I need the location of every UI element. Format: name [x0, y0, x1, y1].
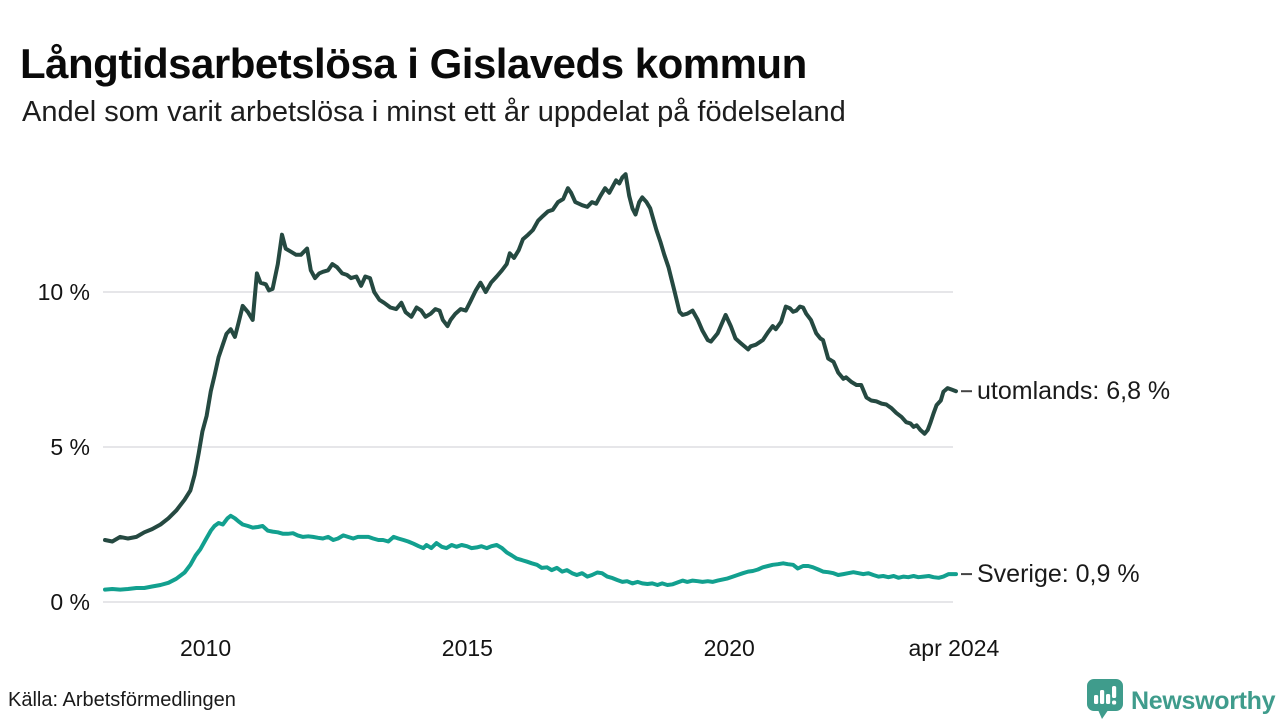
x-tick-label: 2015 [442, 635, 493, 661]
series-line-utomlands [103, 172, 958, 544]
x-tick-label: 2010 [180, 635, 231, 661]
x-tick-label: apr 2024 [908, 635, 999, 661]
chart-subtitle: Andel som varit arbetslösa i minst ett å… [22, 96, 846, 128]
y-tick-label: 5 % [50, 434, 90, 460]
series-label-utomlands: utomlands: 6,8 % [977, 377, 1171, 405]
newsworthy-bubble-chart-icon [1086, 678, 1124, 720]
y-tick-label: 0 % [50, 589, 90, 615]
newsworthy-wordmark: Newsworthy [1131, 686, 1276, 715]
series-line-sverige [103, 513, 958, 592]
series-label-sverige: Sverige: 0,9 % [977, 560, 1140, 588]
y-tick-label: 10 % [38, 279, 90, 305]
chart-title: Långtidsarbetslösa i Gislaveds kommun [20, 40, 807, 88]
source-note: Källa: Arbetsförmedlingen [8, 689, 236, 711]
newsworthy-logo: Newsworthy [1086, 678, 1276, 720]
x-tick-label: 2020 [704, 635, 755, 661]
